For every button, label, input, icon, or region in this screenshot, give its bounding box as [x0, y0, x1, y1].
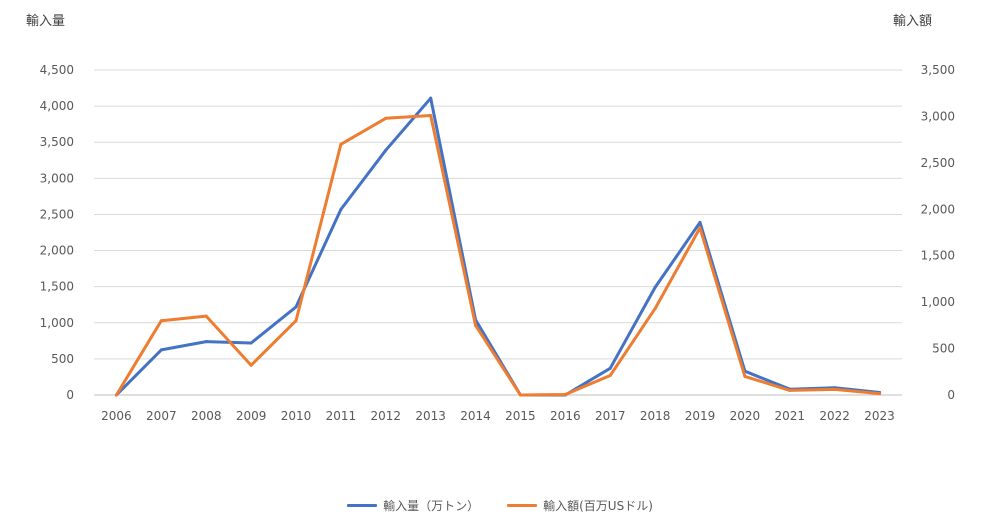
data-point-value	[743, 374, 747, 378]
y-right-tick-label: 500	[932, 342, 955, 356]
data-point-value	[698, 226, 702, 230]
y-left-tick-label: 1,000	[40, 316, 74, 330]
series-line-value	[114, 114, 882, 397]
data-point-volume	[159, 348, 163, 352]
data-point-value	[788, 388, 792, 392]
y-right-tick-label: 1,000	[921, 295, 955, 309]
chart-legend: 輸入量（万トン） 輸入額(百万USドル)	[0, 497, 1000, 514]
data-point-value	[384, 116, 388, 120]
data-point-volume	[249, 341, 253, 345]
data-point-value	[294, 319, 298, 323]
x-tick-label: 2011	[326, 409, 357, 423]
y-left-tick-label: 4,000	[40, 99, 74, 113]
x-tick-label: 2019	[685, 409, 716, 423]
data-point-value	[563, 393, 567, 397]
x-tick-label: 2008	[191, 409, 222, 423]
legend-item-volume: 輸入量（万トン）	[347, 497, 479, 514]
legend-label-value: 輸入額(百万USドル)	[543, 499, 653, 513]
legend-label-volume: 輸入量（万トン）	[383, 499, 480, 513]
data-point-value	[653, 307, 657, 311]
data-point-value	[878, 392, 882, 396]
y-left-tick-label: 1,500	[40, 280, 74, 294]
y-right-tick-label: 2,000	[921, 202, 955, 216]
data-point-value	[474, 323, 478, 327]
x-tick-label: 2021	[775, 409, 806, 423]
data-point-volume	[204, 340, 208, 344]
y-right-tick-label: 3,000	[921, 109, 955, 123]
legend-swatch-value	[507, 504, 538, 507]
x-tick-label: 2023	[864, 409, 895, 423]
data-point-volume	[339, 207, 343, 211]
y-left-tick-label: 0	[66, 388, 74, 402]
data-point-volume	[429, 96, 433, 100]
data-point-value	[608, 374, 612, 377]
x-tick-label: 2012	[371, 409, 402, 423]
data-point-volume	[698, 220, 702, 224]
x-tick-label: 2013	[415, 409, 446, 423]
legend-item-value: 輸入額(百万USドル)	[507, 497, 653, 514]
y-right-tick-label: 2,500	[921, 156, 955, 170]
data-point-volume	[653, 285, 657, 289]
data-point-volume	[294, 305, 298, 309]
x-tick-label: 2007	[146, 409, 177, 423]
x-tick-label: 2017	[595, 409, 626, 423]
y-right-tick-label: 0	[947, 388, 955, 402]
data-point-value	[159, 319, 163, 323]
data-point-value	[833, 387, 837, 391]
y-axis-left-title: 輸入量	[26, 14, 66, 29]
data-point-value	[114, 393, 118, 397]
x-tick-label: 2016	[550, 409, 581, 423]
data-point-volume	[608, 366, 612, 370]
data-point-value	[339, 142, 343, 146]
y-left-tick-label: 3,000	[40, 171, 74, 185]
y-right-tick-label: 3,500	[921, 63, 955, 77]
x-tick-label: 2009	[236, 409, 267, 423]
y-left-tick-label: 4,500	[40, 63, 74, 77]
y-right-tick-label: 1,500	[921, 249, 955, 263]
x-tick-label: 2014	[460, 409, 491, 423]
data-point-value	[518, 393, 522, 397]
data-point-value	[429, 114, 433, 117]
x-tick-label: 2015	[505, 409, 536, 423]
x-tick-label: 2010	[281, 409, 312, 423]
data-point-volume	[384, 148, 388, 152]
y-left-tick-label: 2,500	[40, 207, 74, 221]
data-point-value	[204, 314, 208, 318]
x-tick-label: 2020	[730, 409, 761, 423]
x-tick-label: 2022	[819, 409, 850, 423]
y-axis-right-title: 輸入額	[893, 14, 933, 29]
y-left-tick-label: 2,000	[40, 244, 74, 258]
x-tick-label: 2006	[101, 409, 132, 423]
legend-swatch-volume	[347, 504, 378, 507]
y-left-tick-label: 500	[51, 352, 74, 366]
y-left-tick-label: 3,500	[40, 135, 74, 149]
data-point-value	[249, 363, 253, 367]
x-tick-label: 2018	[640, 409, 671, 423]
